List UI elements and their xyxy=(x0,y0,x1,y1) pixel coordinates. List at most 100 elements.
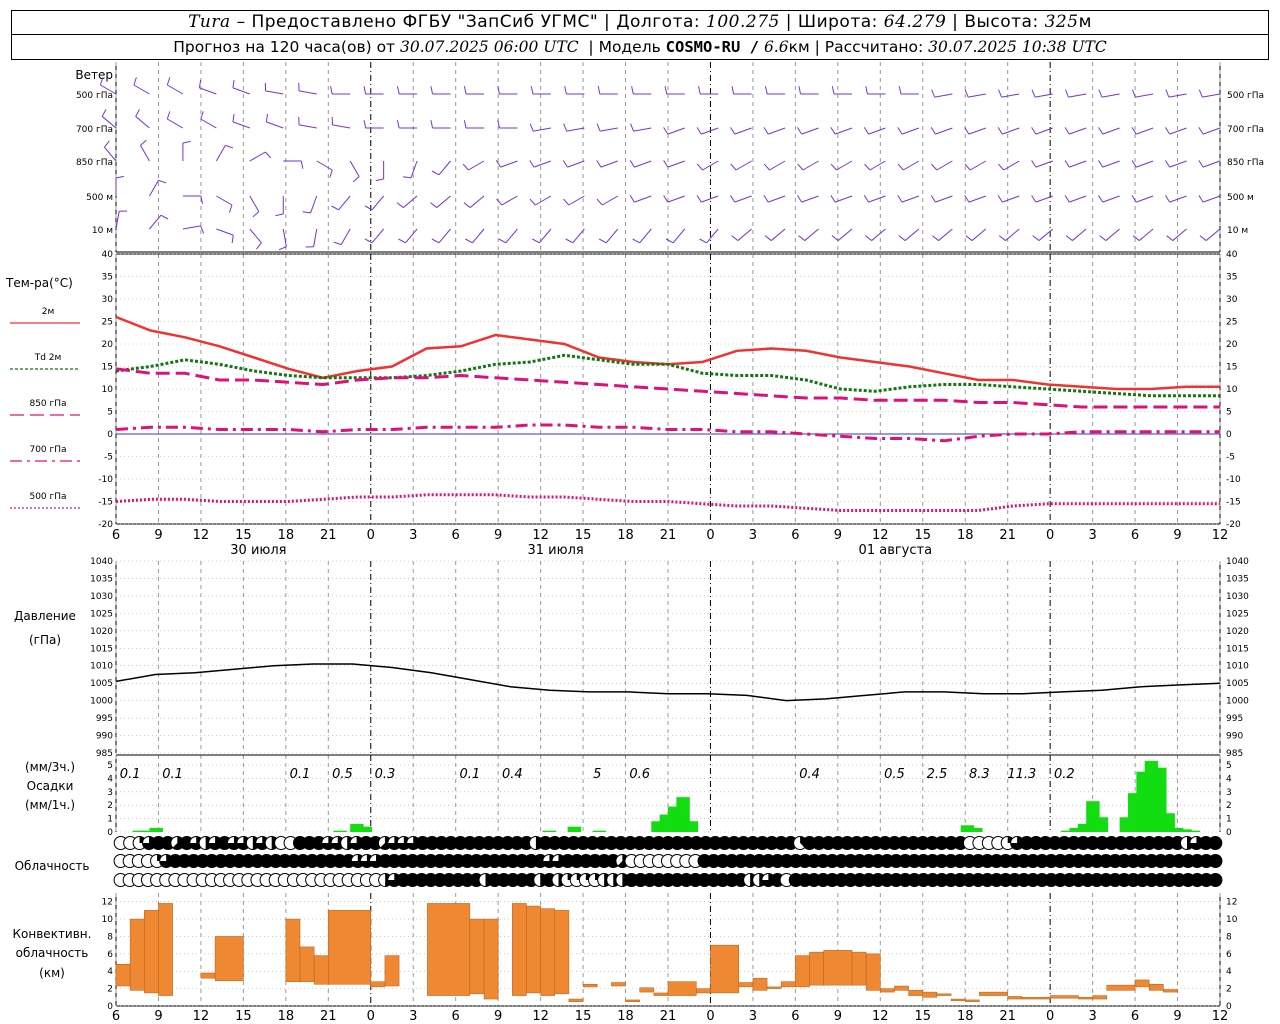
press-ytick-left: 1025 xyxy=(90,609,113,619)
lon-label: Долгота: xyxy=(616,12,701,32)
precip-ytick-left: 2 xyxy=(107,801,113,811)
temp-xtick-label: 3 xyxy=(409,528,417,543)
wind-barb-flag xyxy=(1164,195,1171,203)
conv-xtick-label: 6 xyxy=(112,1009,120,1024)
wind-barb-staff xyxy=(402,195,418,208)
convective-cloud-bar xyxy=(738,982,754,988)
precip-bar xyxy=(542,830,556,832)
wind-barb-flag xyxy=(1198,127,1204,135)
precip-period-total: 0.1 xyxy=(460,767,481,782)
press-ytick-right: 985 xyxy=(1226,749,1243,759)
wind-barb-flag xyxy=(1131,160,1137,168)
wind-barb-staff xyxy=(1069,195,1087,203)
wind-barb-flag xyxy=(99,77,104,86)
temp-ytick-right: 10 xyxy=(1226,385,1238,395)
precip-bar xyxy=(1061,830,1075,832)
wind-barb-staff xyxy=(701,127,719,135)
wind-barb-staff xyxy=(1003,160,1020,171)
wind-barb-staff xyxy=(868,195,886,203)
wind-barb-flag xyxy=(931,163,938,171)
precip-ytick-left: 4 xyxy=(107,774,113,784)
temp-xtick-label: 0 xyxy=(367,528,375,543)
convective-cloud-bar xyxy=(1092,995,1108,1000)
precip-period-total: 0.3 xyxy=(375,767,396,782)
convective-cloud-bar xyxy=(427,903,471,996)
date-label: 30 июля xyxy=(230,543,286,558)
resolution-unit: км xyxy=(788,38,810,56)
wind-barb-staff xyxy=(104,146,117,162)
wind-barb-flag xyxy=(1031,127,1037,135)
conv-xtick-label: 21 xyxy=(320,1009,337,1024)
wind-barb-flag xyxy=(198,79,202,88)
wind-barb-staff xyxy=(868,127,886,135)
wind-barb-flag xyxy=(897,163,904,171)
wind-barb-flag xyxy=(596,123,601,132)
wind-barb-staff xyxy=(265,90,284,95)
wind-barb-flag xyxy=(596,198,603,206)
temp-title: Тем-ра(°C) xyxy=(5,276,73,290)
convective-cloud-bar xyxy=(299,946,315,982)
convective-cloud-bar xyxy=(512,903,527,996)
resolution-value: 6.6 xyxy=(763,38,789,56)
convective-cloud-bar xyxy=(851,951,867,986)
wind-barb-flag xyxy=(256,242,262,250)
temp-xtick-label: 18 xyxy=(278,528,295,543)
conv-xtick-label: 9 xyxy=(154,1009,162,1024)
wind-barb-staff xyxy=(969,160,987,171)
lon-value: 100.275 xyxy=(706,12,780,32)
wind-barb-flag xyxy=(731,235,739,241)
pressure-title: Давление xyxy=(14,609,76,623)
temp-ytick-left: 5 xyxy=(107,408,113,418)
wind-level-label-left: 500 м xyxy=(86,193,113,203)
wind-barb-staff xyxy=(135,116,150,129)
wind-barb-flag xyxy=(331,205,339,211)
wind-barb-staff xyxy=(149,180,159,197)
precip-ytick-right: 4 xyxy=(1226,774,1232,784)
wind-barb-staff xyxy=(371,228,385,244)
wind-barb-staff xyxy=(1072,228,1087,241)
wind-barb-staff xyxy=(971,228,987,241)
convective-cloud-bar xyxy=(1049,995,1079,999)
convective-cloud-bar xyxy=(582,984,598,988)
temp-series-line-1 xyxy=(115,353,1220,398)
precip-bar xyxy=(350,823,364,832)
wind-panel: Ветер 500 гПа 500 гПа 700 гПа 700 гПа 850 гПа… xyxy=(75,62,1264,253)
press-ytick-right: 1030 xyxy=(1226,592,1249,602)
wind-barb-staff xyxy=(249,195,260,212)
convective-cloud-bar xyxy=(328,910,372,985)
convective-cloud-bar xyxy=(1007,996,1023,1000)
wind-barb-flag xyxy=(140,139,147,146)
wind-barb-flag xyxy=(330,86,333,95)
wind-barb-staff xyxy=(1069,160,1087,168)
conv-ytick-left: 6 xyxy=(107,950,113,960)
wind-barb-flag xyxy=(698,86,701,95)
wind-barb-flag xyxy=(200,111,204,120)
wind-barb-staff xyxy=(133,84,150,95)
wind-barb-staff xyxy=(1068,93,1087,98)
wind-barb-flag xyxy=(763,195,769,203)
wind-barb-staff xyxy=(768,127,786,135)
wind-barb-flag xyxy=(1166,235,1174,241)
conv-ytick-right: 8 xyxy=(1226,932,1232,942)
cloud-symbol-fill xyxy=(1208,854,1222,868)
wind-barb-flag xyxy=(1164,127,1171,135)
wind-barb-flag xyxy=(797,163,804,171)
press-ytick-right: 990 xyxy=(1226,732,1243,742)
wind-barb-flag xyxy=(363,86,367,95)
wind-barb-flag xyxy=(931,89,936,98)
wind-barb-flag xyxy=(964,163,971,171)
precip-bar xyxy=(358,826,372,832)
convective-cloud-bar xyxy=(483,918,499,1000)
wind-barb-flag xyxy=(1065,235,1073,241)
precip-period-total: 0.5 xyxy=(884,767,905,782)
precip-period-total: 0.1 xyxy=(120,767,141,782)
title-bar: Tura – Предоставлено ФГБУ "ЗапСиб УГМС" … xyxy=(11,10,1269,35)
convective-cloud-bar xyxy=(526,905,541,994)
conv-xtick-label: 0 xyxy=(706,1009,714,1024)
wind-barb-staff xyxy=(1102,160,1120,168)
wind-barb-flag xyxy=(731,86,735,95)
temp-ytick-right: 15 xyxy=(1226,363,1237,373)
wind-barb-staff xyxy=(1202,93,1221,98)
wind-barb-staff xyxy=(340,228,351,245)
temp-ytick-right: -10 xyxy=(1226,475,1241,485)
